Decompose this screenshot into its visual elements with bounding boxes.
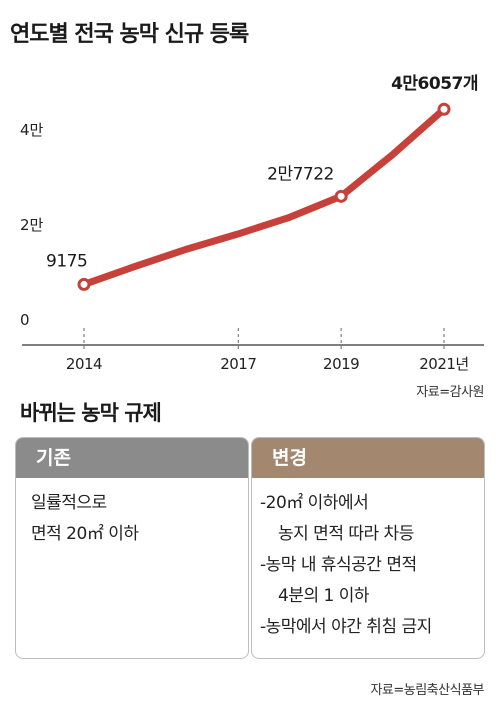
regulation-title: 바뀌는 농막 규제	[20, 401, 162, 425]
data-label: 2만7722	[267, 164, 334, 184]
after-header: 변경	[252, 438, 484, 478]
after-line: 농지 면적 따라 차등	[278, 524, 414, 544]
data-point	[77, 277, 91, 291]
after-line: -농막 내 휴식공간 면적	[260, 555, 417, 575]
after-line: -20㎡ 이하에서	[260, 493, 369, 513]
before-line: 면적 20㎡ 이하	[31, 524, 139, 544]
data-label: 9175	[46, 251, 87, 271]
chart-title: 연도별 전국 농막 신규 등록	[10, 22, 249, 47]
before-panel: 기존 일률적으로 면적 20㎡ 이하	[15, 437, 249, 659]
chart-source: 자료=감사원	[416, 385, 484, 400]
after-line: -농막에서 야간 취침 금지	[260, 617, 432, 637]
before-header: 기존	[16, 438, 248, 478]
y-tick-label: 0	[20, 311, 30, 329]
after-body: -20㎡ 이하에서 농지 면적 따라 차등 -농막 내 휴식공간 면적 4분의 …	[252, 478, 484, 643]
regulation-source: 자료=농림축산식품부	[370, 683, 484, 698]
data-point	[334, 189, 348, 203]
data-label: 4만6057개	[391, 74, 478, 94]
y-tick-label: 2만	[20, 216, 44, 234]
after-panel: 변경 -20㎡ 이하에서 농지 면적 따라 차등 -농막 내 휴식공간 면적 4…	[251, 437, 485, 659]
series-line	[80, 105, 448, 288]
x-tick-label: 2021년	[419, 355, 468, 373]
after-line: 4분의 1 이하	[278, 586, 370, 606]
x-tick-label: 2019	[323, 355, 359, 373]
x-tick-label: 2014	[66, 355, 102, 373]
before-body: 일률적으로 면적 20㎡ 이하	[16, 478, 248, 550]
x-tick-label: 2017	[220, 355, 256, 373]
before-line: 일률적으로	[31, 493, 107, 513]
data-point	[437, 102, 451, 116]
y-tick-label: 4만	[20, 121, 44, 139]
line-chart: 2014 2017 2019 2021년 0 2만 4만 9175 2만7722 4만6057개	[20, 74, 484, 373]
